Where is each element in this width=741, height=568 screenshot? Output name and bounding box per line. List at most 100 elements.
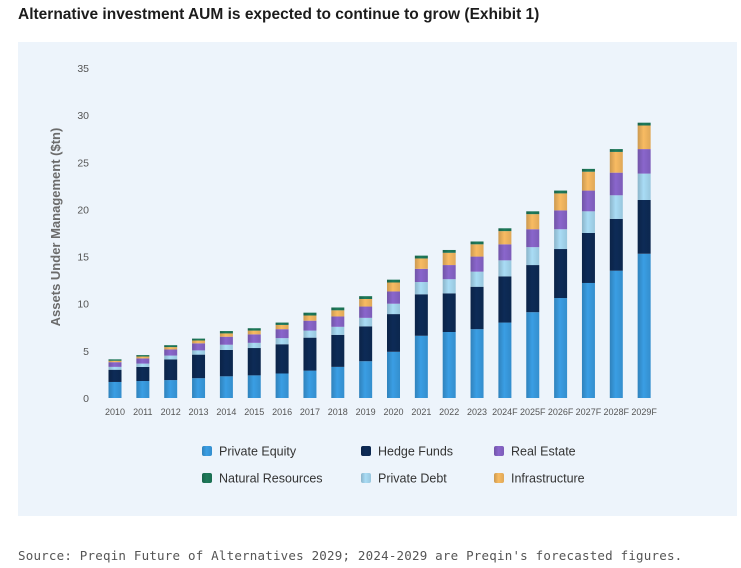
- x-tick-label: 2015: [244, 407, 264, 417]
- bar-segment-natural-resources: [581, 168, 595, 172]
- x-tick-label: 2020: [383, 407, 403, 417]
- bar-segment-hedge-funds: [136, 366, 150, 382]
- bar-segment-real-estate: [108, 362, 122, 367]
- bar-segment-hedge-funds: [581, 233, 595, 283]
- source-note: Source: Preqin Future of Alternatives 20…: [18, 548, 683, 563]
- bar-segment-natural-resources: [498, 228, 512, 232]
- bar-segment-real-estate: [387, 291, 400, 304]
- bar-segment-natural-resources: [470, 241, 484, 245]
- bar-segment-infrastructure: [275, 324, 289, 330]
- bar-segment-private-debt: [108, 366, 122, 370]
- bar-segment-private-debt: [303, 330, 317, 338]
- chart-panel: 0 5 10 15 20 25 30 35 Assets Under Management ($…: [18, 42, 737, 516]
- y-tick-label: 30: [77, 110, 89, 122]
- x-tick-label: 2013: [189, 407, 209, 417]
- legend-label: Infrastructure: [511, 472, 585, 486]
- legend-swatch: [202, 446, 212, 456]
- bar-segment-hedge-funds: [498, 276, 512, 323]
- bar-segment-natural-resources: [609, 149, 623, 152]
- bar-segment-private-debt: [609, 195, 623, 219]
- bar-segment-private-equity: [303, 370, 317, 398]
- bar-segment-hedge-funds: [387, 314, 400, 352]
- bar-segment-real-estate: [470, 256, 484, 272]
- bar-segment-infrastructure: [108, 360, 122, 363]
- bar-segment-infrastructure: [359, 299, 373, 307]
- bar-segment-real-estate: [498, 244, 512, 261]
- bar-segment-hedge-funds: [275, 344, 289, 374]
- bar-segment-infrastructure: [331, 310, 345, 317]
- bar-segment-real-estate: [247, 334, 261, 343]
- legend-swatch: [361, 473, 371, 483]
- bar-segment-private-equity: [192, 378, 206, 398]
- bar-segment-private-equity: [108, 381, 122, 398]
- bar-segment-hedge-funds: [108, 369, 122, 382]
- bar-segment-hedge-funds: [526, 265, 540, 313]
- bar-segment-infrastructure: [136, 356, 150, 359]
- legend-label: Natural Resources: [219, 472, 323, 486]
- bar-segment-hedge-funds: [470, 286, 484, 330]
- legend-swatch: [494, 446, 504, 456]
- bar-segment-real-estate: [331, 316, 345, 327]
- legend-label: Private Equity: [219, 445, 297, 459]
- bar-segment-infrastructure: [637, 125, 651, 150]
- bar-segment-private-equity: [470, 329, 484, 398]
- bar-segment-natural-resources: [108, 359, 122, 361]
- legend-swatch: [494, 473, 504, 483]
- y-tick-label: 25: [77, 157, 89, 169]
- bar-segment-hedge-funds: [414, 294, 428, 336]
- x-tick-label: 2010: [105, 407, 125, 417]
- bar-segment-private-equity: [219, 376, 233, 398]
- bar-segment-private-debt: [275, 338, 289, 345]
- bar-segment-real-estate: [136, 358, 150, 364]
- x-tick-label: 2027F: [576, 407, 602, 417]
- y-tick-label: 20: [77, 204, 89, 216]
- bar-segment-natural-resources: [359, 296, 373, 299]
- y-tick-label: 0: [83, 393, 89, 405]
- bar-segment-private-equity: [526, 312, 540, 398]
- y-tick-label: 5: [83, 346, 89, 358]
- bar-segment-private-debt: [637, 173, 651, 200]
- bar-segment-infrastructure: [387, 282, 400, 292]
- bar-segment-infrastructure: [192, 340, 206, 344]
- bar-segment-hedge-funds: [359, 326, 373, 362]
- bar-segment-infrastructure: [498, 231, 512, 245]
- bar-segment-infrastructure: [470, 244, 484, 257]
- x-tick-label: 2019: [356, 407, 376, 417]
- x-tick-label: 2014: [216, 407, 236, 417]
- bar-segment-infrastructure: [581, 171, 595, 191]
- bar-segment-private-debt: [414, 282, 428, 295]
- bar-segment-hedge-funds: [442, 293, 456, 332]
- bar-segment-natural-resources: [192, 338, 206, 341]
- bar-segment-hedge-funds: [609, 218, 623, 271]
- x-tick-label: 2018: [328, 407, 348, 417]
- page-title: Alternative investment AUM is expected t…: [18, 6, 540, 23]
- bar-segment-private-equity: [498, 322, 512, 398]
- bar-segment-real-estate: [192, 343, 206, 351]
- y-tick-label: 35: [77, 63, 89, 75]
- bar-segment-natural-resources: [387, 279, 400, 283]
- bar-segment-real-estate: [275, 329, 289, 339]
- bar-segment-private-debt: [498, 260, 512, 277]
- bar-segment-private-equity: [164, 380, 178, 398]
- bar-segment-hedge-funds: [219, 349, 233, 377]
- bar-segment-private-equity: [414, 335, 428, 398]
- bar-segment-private-equity: [581, 282, 595, 398]
- bar-segment-private-equity: [359, 361, 373, 398]
- bar-segment-infrastructure: [442, 252, 456, 266]
- bar-segment-hedge-funds: [637, 200, 651, 254]
- bar-segment-real-estate: [609, 172, 623, 196]
- x-tick-label: 2012: [161, 407, 181, 417]
- bar-segment-real-estate: [526, 229, 540, 248]
- bar-segment-natural-resources: [164, 345, 178, 348]
- bar-segment-natural-resources: [219, 331, 233, 334]
- bar-segment-private-debt: [136, 363, 150, 367]
- bar-segment-real-estate: [442, 265, 456, 280]
- bar-segment-natural-resources: [303, 312, 317, 316]
- bar-segment-private-equity: [554, 298, 568, 398]
- bar-segment-infrastructure: [554, 193, 568, 211]
- bar-segment-real-estate: [554, 210, 568, 230]
- bar-segment-infrastructure: [609, 151, 623, 173]
- bar-segment-hedge-funds: [192, 354, 206, 379]
- x-tick-label: 2017: [300, 407, 320, 417]
- bar-segment-private-debt: [192, 350, 206, 355]
